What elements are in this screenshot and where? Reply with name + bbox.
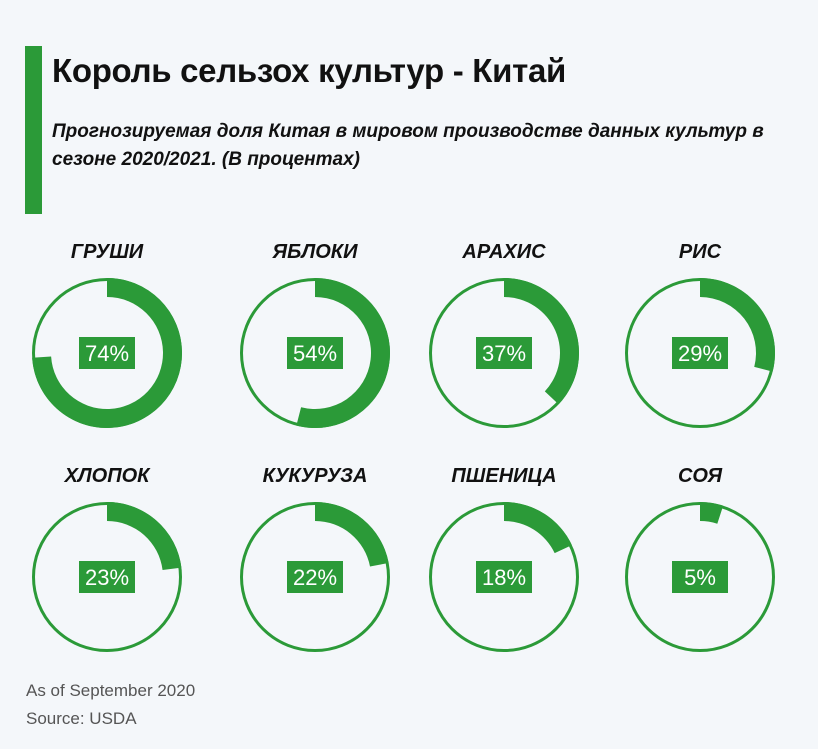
donut-segment xyxy=(296,278,390,428)
accent-bar xyxy=(25,46,42,214)
category-label: ЯБЛОКИ xyxy=(272,241,359,263)
donut-segment xyxy=(107,502,182,570)
donut-3: АРАХИС 37% xyxy=(429,241,580,428)
donut-5: ХЛОПОК 23% xyxy=(32,465,182,652)
value-label: 29% xyxy=(678,341,722,366)
donut-6: КУКУРУЗА 22% xyxy=(240,465,390,652)
chart-subtitle: Прогнозируемая доля Китая в мировом прои… xyxy=(52,121,764,170)
value-label: 23% xyxy=(85,565,129,590)
value-label: 54% xyxy=(293,341,337,366)
donut-chart-grid: ГРУШИ 74% ЯБЛОКИ 54% АРАХИС 37% РИС 29% ХЛОПОК 23… xyxy=(32,241,775,652)
donut-7: ПШЕНИЦА 18% xyxy=(429,465,579,652)
value-label: 18% xyxy=(482,565,526,590)
donut-segment xyxy=(504,502,572,554)
value-label-box xyxy=(79,337,135,369)
donut-2: ЯБЛОКИ 54% xyxy=(240,241,390,428)
value-label-box xyxy=(287,561,343,593)
value-label-box xyxy=(476,561,532,593)
value-label: 5% xyxy=(684,565,716,590)
category-label: СОЯ xyxy=(678,465,723,487)
page-title: Король сельзох культур - Китай xyxy=(52,52,567,89)
category-label: АРАХИС xyxy=(461,241,546,263)
donut-1: ГРУШИ 74% xyxy=(32,241,182,428)
value-label-box xyxy=(79,561,135,593)
donut-segment xyxy=(700,502,724,524)
category-label: ГРУШИ xyxy=(71,241,144,263)
donut-segment xyxy=(315,502,389,567)
donut-segment xyxy=(504,278,580,405)
category-label: ХЛОПОК xyxy=(64,465,152,487)
donut-8: СОЯ 5% xyxy=(625,465,775,652)
donut-segment xyxy=(700,278,775,372)
value-label-box xyxy=(476,337,532,369)
value-label: 74% xyxy=(85,341,129,366)
category-label: РИС xyxy=(679,241,722,263)
value-label-box xyxy=(287,337,343,369)
value-label: 22% xyxy=(293,565,337,590)
source-note: Source: USDA xyxy=(26,709,137,728)
value-label-box xyxy=(672,337,728,369)
as-of-note: As of September 2020 xyxy=(26,681,196,700)
category-label: ПШЕНИЦА xyxy=(451,465,556,487)
value-label-box xyxy=(672,561,728,593)
category-label: КУКУРУЗА xyxy=(263,465,368,487)
donut-4: РИС 29% xyxy=(625,241,775,428)
value-label: 37% xyxy=(482,341,526,366)
